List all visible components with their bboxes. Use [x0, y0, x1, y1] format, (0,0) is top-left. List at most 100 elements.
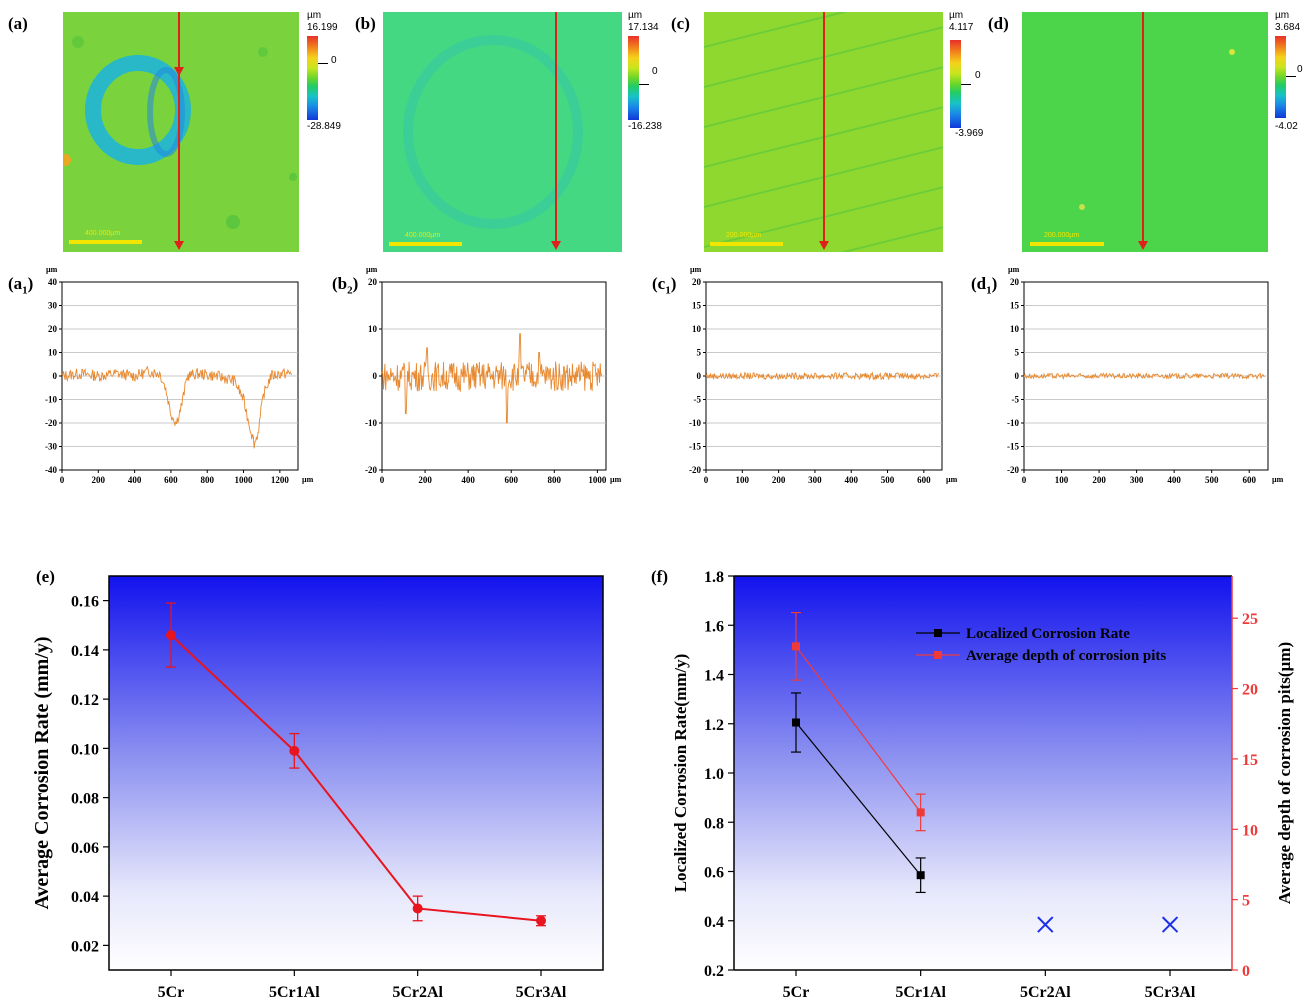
- y-tick-label: -10: [689, 418, 701, 428]
- scale-label-c: 200.000µm: [726, 232, 762, 239]
- profile-series-line: [1023, 372, 1265, 381]
- y-tick-label: 1.2: [704, 717, 724, 734]
- profile-arrow-b: [551, 241, 561, 250]
- y-tick-label: 1.4: [704, 668, 724, 685]
- colorbar-b-unit: µm: [628, 10, 643, 21]
- y-tick-label: -15: [1007, 442, 1019, 452]
- panel-label-e: (e): [36, 567, 55, 586]
- x-tick-label: 400: [844, 475, 858, 485]
- y-tick-label: -30: [45, 442, 57, 452]
- profile-arrow-a-mid: [174, 67, 184, 76]
- legend-swatch-marker: [934, 651, 942, 659]
- series-line: [795, 645, 922, 813]
- height-map-a: 400.000µm: [63, 12, 299, 252]
- y-axis-label: Localized Corrosion Rate(mm/y): [671, 654, 690, 893]
- plot-area: [734, 576, 1232, 970]
- y-tick-label: 0.16: [71, 594, 99, 611]
- panel-label-b: (b): [355, 14, 376, 33]
- colorbar-c-max: 4.117: [949, 22, 974, 33]
- y-tick-label: 40: [48, 277, 58, 287]
- colorbar-c: [950, 40, 961, 128]
- y-tick-label: 1.6: [704, 618, 724, 635]
- colorbar-b-max: 17.134: [628, 22, 659, 33]
- y-tick-label: -10: [45, 395, 57, 405]
- y-tick-label: 0.2: [704, 963, 724, 980]
- y-unit-label: µm: [690, 265, 702, 274]
- x-unit-label: µm: [946, 475, 958, 484]
- data-point: [916, 808, 925, 817]
- x-tick-label: 0: [1022, 475, 1027, 485]
- x-tick-label: 5Cr3Al: [516, 984, 567, 1001]
- y-tick-label: 0.4: [704, 914, 724, 931]
- profile-series-line: [381, 333, 603, 424]
- height-map-d-texture: [1079, 49, 1235, 210]
- colorbar-a-unit: µm: [307, 10, 322, 21]
- plot-area: [108, 575, 604, 971]
- colorbar-a-zero: 0: [331, 55, 337, 66]
- x-tick-label: 800: [200, 475, 214, 485]
- colorbar-d: [1275, 36, 1286, 118]
- x-tick-label: 5Cr2Al: [392, 984, 443, 1001]
- y-tick-label: -20: [45, 418, 57, 428]
- y-tick-label: 0.14: [71, 643, 99, 660]
- panel-label-d: (d): [988, 14, 1009, 33]
- panel-label-c1: (c1): [652, 274, 677, 297]
- panel-label-f: (f): [651, 567, 668, 586]
- x-tick-label: 200: [92, 475, 106, 485]
- colorbar-c-zero: 0: [975, 70, 981, 81]
- x-tick-label: 500: [881, 475, 895, 485]
- x-tick-label: 5Cr: [158, 984, 185, 1001]
- colorbar-d-unit: µm: [1275, 10, 1290, 21]
- data-point: [916, 871, 925, 880]
- y-right-tick-label: 15: [1242, 752, 1258, 769]
- x-tick-label: 0: [704, 475, 709, 485]
- y-tick-label: 1.0: [704, 766, 724, 783]
- legend-label: Localized Corrosion Rate: [966, 626, 1130, 642]
- x-tick-label: 400: [461, 475, 475, 485]
- y-tick-label: 0: [1015, 371, 1020, 381]
- y-unit-label: µm: [46, 265, 58, 274]
- legend-swatch-marker: [934, 629, 942, 637]
- y-tick-label: -10: [365, 418, 377, 428]
- x-tick-label: 300: [1130, 475, 1144, 485]
- y-tick-label: 20: [1010, 277, 1020, 287]
- x-tick-label: 100: [1055, 475, 1069, 485]
- series-line: [795, 722, 922, 876]
- y-axis-label: Average Corrosion Rate (mm/y): [31, 636, 53, 909]
- profile-line-d: [1142, 12, 1144, 244]
- profile-line-c: [823, 12, 825, 244]
- y-tick-label: 10: [692, 324, 702, 334]
- x-tick-label: 400: [1167, 475, 1181, 485]
- y-unit-label: µm: [366, 265, 378, 274]
- panel-label-a: (a): [8, 14, 28, 33]
- x-tick-label: 800: [548, 475, 562, 485]
- y-tick-label: 30: [48, 301, 58, 311]
- y-tick-label: 10: [1010, 324, 1020, 334]
- y-tick-label: 15: [692, 301, 702, 311]
- panel-label-c: (c): [671, 14, 690, 33]
- x-tick-label: 5Cr: [783, 984, 810, 1001]
- colorbar-b-min: -16.238: [628, 121, 662, 132]
- x-tick-label: 5Cr3Al: [1145, 984, 1196, 1001]
- data-point: [792, 718, 800, 727]
- data-point: [166, 630, 176, 641]
- y-right-tick-label: 10: [1242, 822, 1258, 839]
- y-tick-label: -20: [689, 465, 701, 475]
- y-tick-label: 0: [53, 371, 58, 381]
- scale-label-b: 400.000µm: [405, 232, 441, 239]
- scale-label-d: 200.000µm: [1044, 232, 1080, 239]
- x-tick-label: 1000: [235, 475, 254, 485]
- x-unit-label: µm: [302, 475, 314, 484]
- y-tick-label: 10: [48, 348, 58, 358]
- height-map-a-texture: [63, 36, 297, 229]
- x-tick-label: 600: [1242, 475, 1256, 485]
- x-tick-label: 1000: [588, 475, 607, 485]
- profile-line-a: [178, 12, 180, 244]
- colorbar-d-min: -4.02: [1275, 121, 1298, 132]
- y-tick-label: 10: [368, 324, 378, 334]
- y-tick-label: 20: [368, 277, 378, 287]
- y-tick-label: 5: [1015, 348, 1020, 358]
- colorbar-c-min: -3.969: [955, 128, 984, 139]
